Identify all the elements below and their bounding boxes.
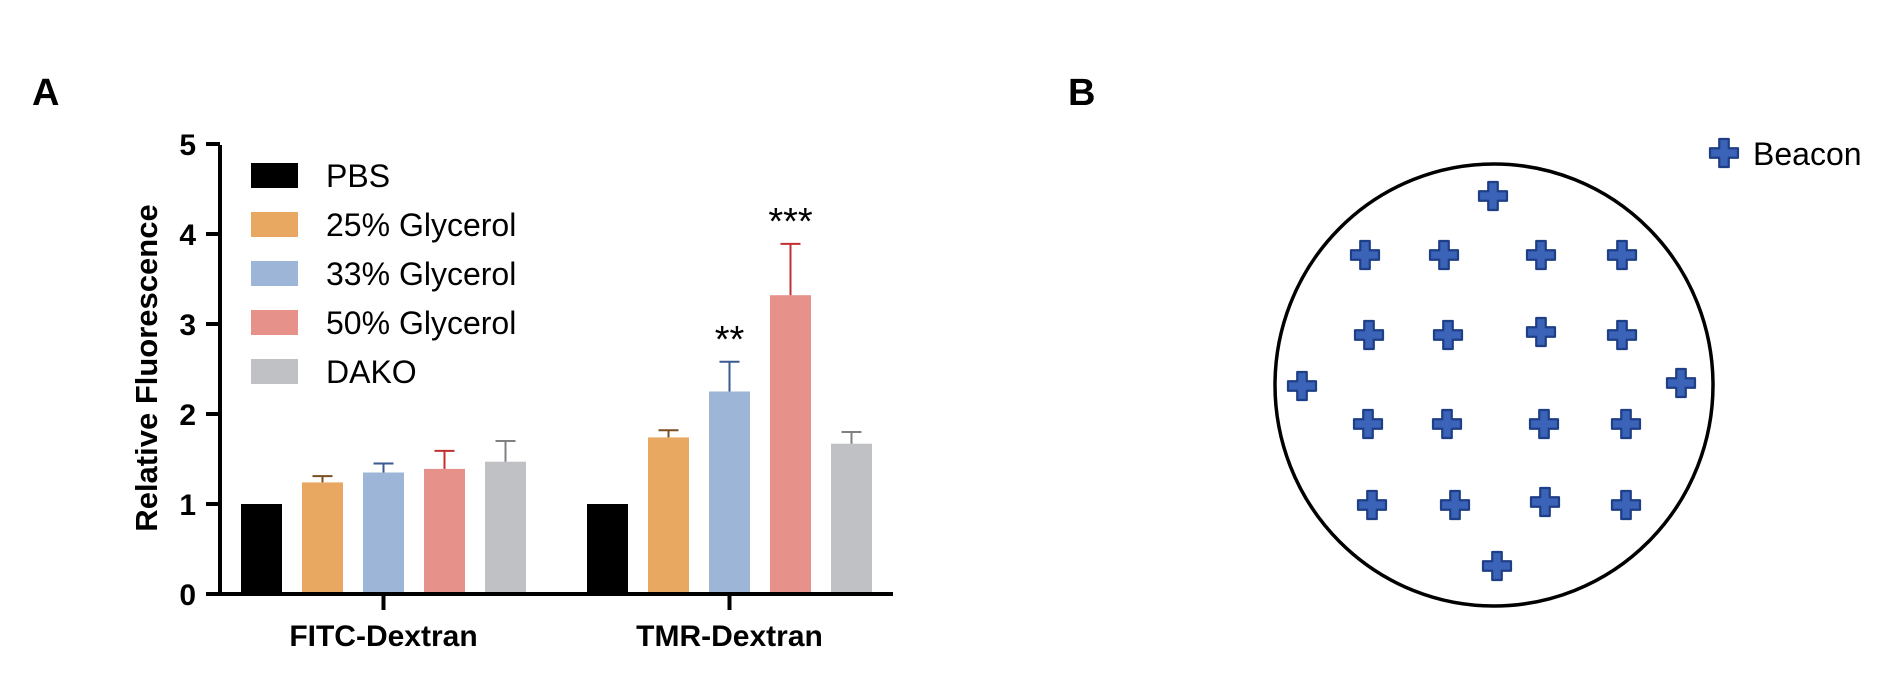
- plus-icon: [1665, 367, 1697, 399]
- bar: [302, 482, 343, 594]
- significance-marks: *****: [715, 201, 813, 361]
- bar: [485, 461, 526, 594]
- plus-icon: [1353, 319, 1385, 351]
- beacon: [1353, 319, 1385, 351]
- plus-icon: [1525, 316, 1557, 348]
- legend-swatch: [251, 163, 298, 188]
- plus-icon: [1606, 239, 1638, 271]
- beacon: [1525, 316, 1557, 348]
- legend-label: 25% Glycerol: [326, 207, 516, 243]
- plus-icon: [1286, 370, 1318, 402]
- plus-icon: [1356, 489, 1388, 521]
- beacon: [1610, 408, 1642, 440]
- axes: [218, 145, 893, 596]
- y-tick-label: 0: [179, 579, 196, 612]
- bar: [770, 295, 811, 594]
- legend: PBS 25% Glycerol 33% Glycerol 50% Glycerol D…: [251, 158, 516, 390]
- beacon: [1610, 489, 1642, 521]
- plus-icon: [1481, 550, 1513, 582]
- plus-icon: [1349, 239, 1381, 271]
- plus-icon: [1432, 319, 1464, 351]
- legend-swatch: [251, 212, 298, 237]
- plus-icon: [1708, 137, 1740, 169]
- plus-icon: [1610, 408, 1642, 440]
- y-tick-label: 2: [179, 399, 196, 432]
- x-category-label: TMR-Dextran: [636, 620, 823, 653]
- bar: [709, 391, 750, 594]
- y-tick-label: 5: [179, 129, 196, 162]
- plus-icon: [1606, 319, 1638, 351]
- x-axis-categories: FITC-Dextran TMR-Dextran: [289, 594, 823, 653]
- significance-label: ***: [768, 201, 813, 243]
- beacons: [1286, 180, 1697, 582]
- bar: [241, 504, 282, 594]
- bars: [241, 295, 872, 594]
- legend-label: 50% Glycerol: [326, 305, 516, 341]
- beacon-diagram: Beacon: [1273, 136, 1862, 608]
- y-tick-label: 3: [179, 309, 196, 342]
- beacon: [1431, 408, 1463, 440]
- legend-swatch: [251, 359, 298, 384]
- legend-label: DAKO: [326, 354, 417, 390]
- beacon: [1606, 239, 1638, 271]
- plus-icon: [1477, 180, 1509, 212]
- legend-swatch: [251, 310, 298, 335]
- beacon: [1525, 239, 1557, 271]
- plus-icon: [1525, 239, 1557, 271]
- diagram-legend: Beacon: [1708, 136, 1862, 172]
- legend-label-beacon: Beacon: [1753, 136, 1862, 172]
- beacon: [1439, 489, 1471, 521]
- legend-label: 33% Glycerol: [326, 256, 516, 292]
- beacon: [1529, 486, 1561, 518]
- plus-icon: [1428, 239, 1460, 271]
- bar: [831, 443, 872, 594]
- legend-label: PBS: [326, 158, 390, 194]
- beacon: [1606, 319, 1638, 351]
- beacon: [1528, 408, 1560, 440]
- plus-icon: [1528, 408, 1560, 440]
- beacon: [1481, 550, 1513, 582]
- bar: [424, 468, 465, 594]
- plus-icon: [1439, 489, 1471, 521]
- significance-label: **: [715, 319, 745, 361]
- beacon: [1352, 408, 1384, 440]
- bar: [648, 437, 689, 594]
- beacon: [1665, 367, 1697, 399]
- legend-swatch: [251, 261, 298, 286]
- plus-icon: [1610, 489, 1642, 521]
- bar: [587, 504, 628, 594]
- y-tick-label: 1: [179, 489, 196, 522]
- bar: [363, 472, 404, 594]
- error-bars: [312, 242, 862, 483]
- beacon: [1286, 370, 1318, 402]
- x-category-label: FITC-Dextran: [289, 620, 477, 653]
- panel-label-b: B: [1068, 72, 1095, 114]
- beacon: [1356, 489, 1388, 521]
- y-axis-ticks: 0 1 2 3 4 5: [179, 129, 220, 612]
- boundary-circle: [1273, 162, 1715, 608]
- plus-icon: [1352, 408, 1384, 440]
- beacon: [1428, 239, 1460, 271]
- plus-icon: [1708, 137, 1740, 169]
- panel-label-a: A: [32, 72, 59, 114]
- beacon: [1432, 319, 1464, 351]
- beacon: [1477, 180, 1509, 212]
- y-axis-title: Relative Fluorescence: [129, 204, 164, 531]
- plus-icon: [1431, 408, 1463, 440]
- plus-icon: [1529, 486, 1561, 518]
- y-tick-label: 4: [179, 219, 196, 252]
- beacon: [1349, 239, 1381, 271]
